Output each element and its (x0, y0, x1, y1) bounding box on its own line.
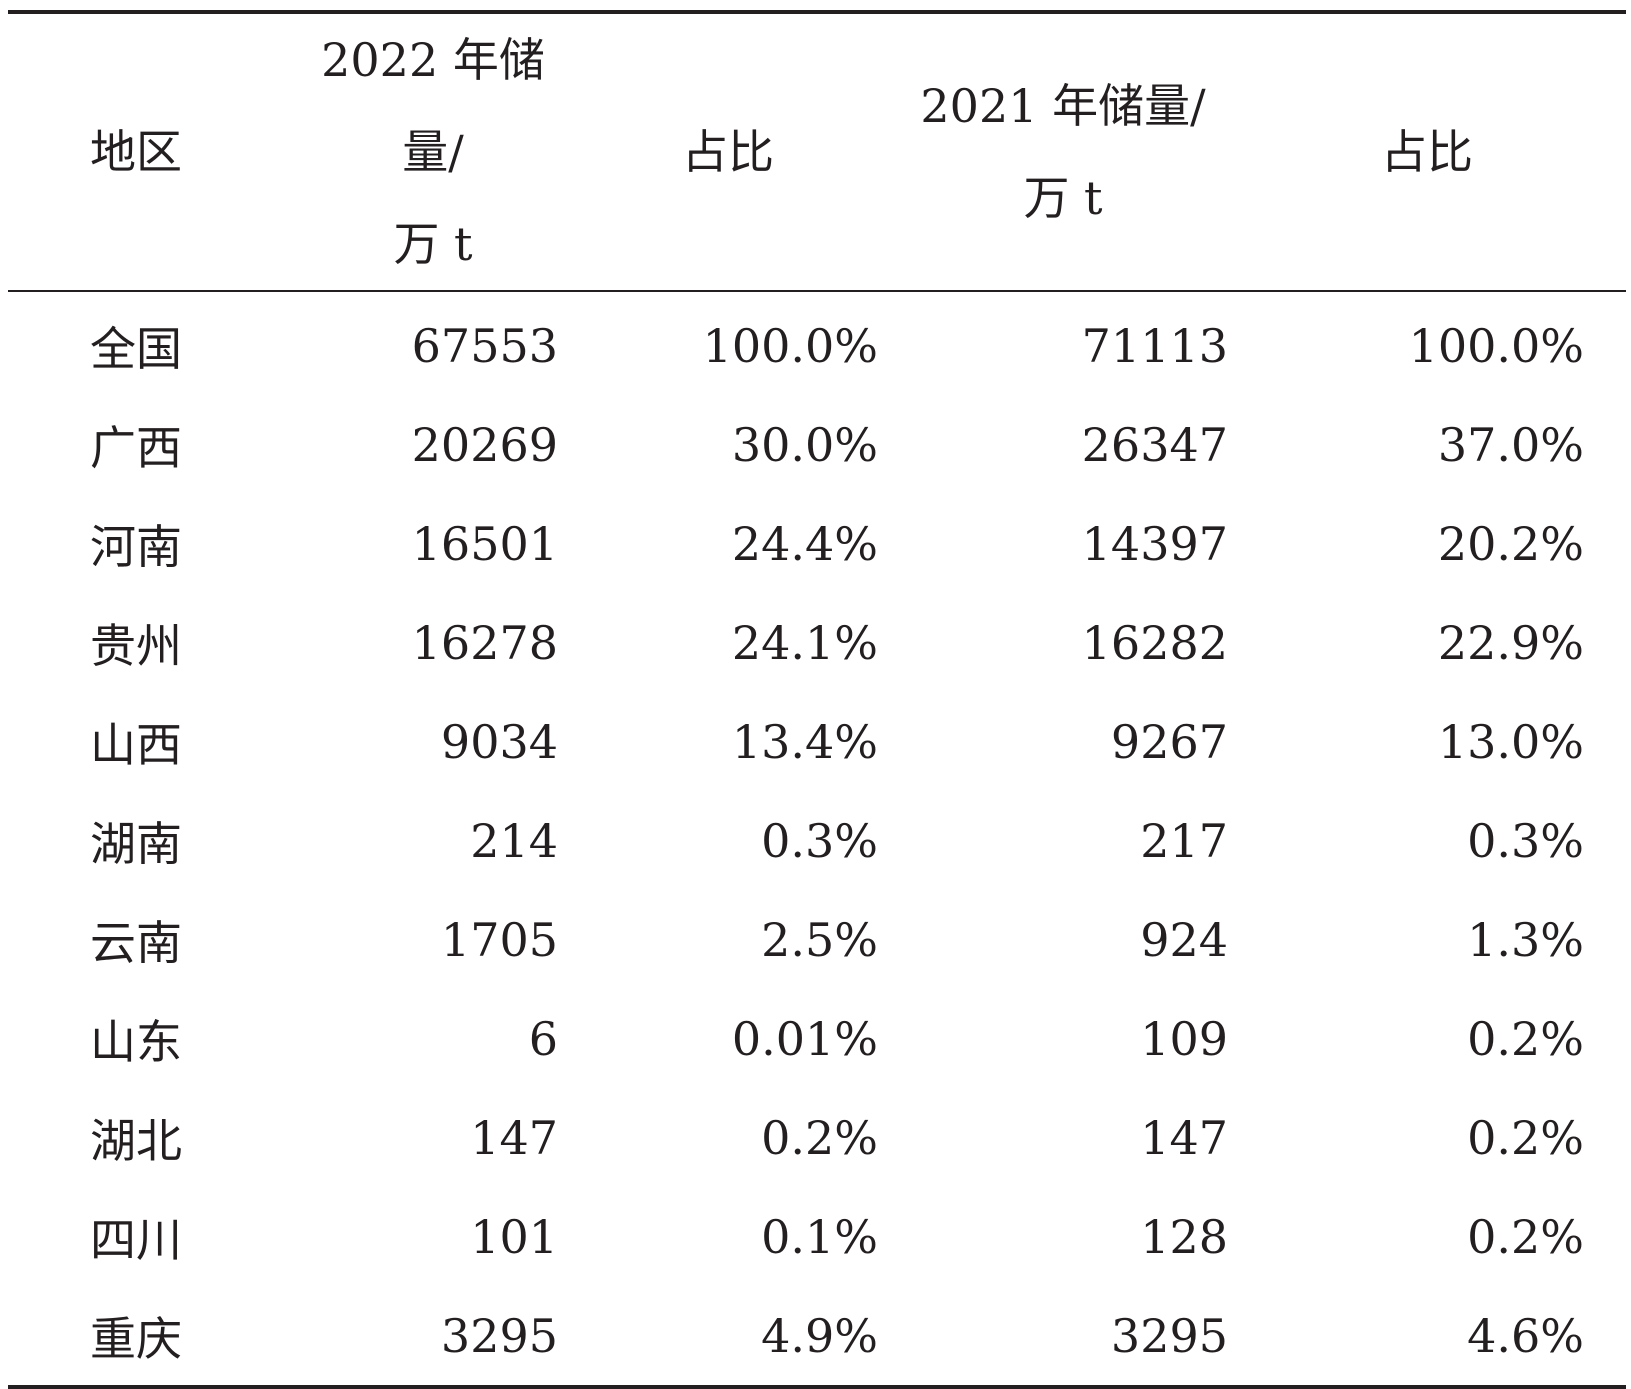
cell-reserve-2022: 6 (528, 1011, 558, 1066)
cell-region: 广西 (90, 420, 182, 475)
cell-region: 全国 (90, 321, 182, 376)
cell-share-2021: 0.2% (1467, 1209, 1584, 1264)
cell-share-2022: 0.01% (731, 1011, 878, 1066)
cell-share-2021: 0.3% (1467, 813, 1584, 868)
cell-share-2021: 100.0% (1408, 318, 1584, 373)
header-reserve-2022: 2022 年储量/ 万 t (308, 12, 558, 291)
cell-share-2022: 0.2% (761, 1110, 878, 1165)
cell-share-2021: 13.0% (1437, 714, 1584, 769)
cell-region: 四川 (90, 1212, 182, 1267)
cell-reserve-2021: 71113 (1081, 318, 1228, 373)
cell-reserve-2021: 217 (1140, 813, 1228, 868)
table-body: 全国 67553 100.0% 71113 100.0% 广西 20269 30.0% 2634… (8, 291, 1626, 1387)
cell-region: 贵州 (90, 618, 182, 673)
header-share-2021: 占比 (1381, 125, 1473, 179)
cell-reserve-2021: 9267 (1110, 714, 1228, 769)
cell-share-2022: 4.9% (761, 1308, 878, 1363)
cell-share-2021: 20.2% (1437, 516, 1584, 571)
table-row: 全国 67553 100.0% 71113 100.0% (8, 291, 1626, 395)
header-reserve-2022-line1: 2022 年储量/ (321, 33, 545, 179)
cell-reserve-2022: 3295 (440, 1308, 558, 1363)
table-row: 云南 1705 2.5% 924 1.3% (8, 890, 1626, 989)
header-reserve-2021-line1: 2021 年储量/ (920, 79, 1206, 133)
header-reserve-2022-unit: 万 t (393, 217, 473, 271)
cell-region: 湖北 (90, 1113, 182, 1168)
cell-region: 湖南 (90, 816, 182, 871)
reserves-by-region-table: 地区 2022 年储量/ 万 t 占比 2021 年储量/ 万 t 占比 全国 6… (8, 10, 1626, 1389)
cell-reserve-2022: 20269 (411, 417, 558, 472)
cell-share-2021: 1.3% (1467, 912, 1584, 967)
cell-share-2022: 24.1% (731, 615, 878, 670)
table-row: 山东 6 0.01% 109 0.2% (8, 989, 1626, 1088)
cell-region: 山西 (90, 717, 182, 772)
cell-share-2022: 13.4% (731, 714, 878, 769)
cell-region: 山东 (90, 1014, 182, 1069)
cell-reserve-2021: 3295 (1110, 1308, 1228, 1363)
cell-reserve-2022: 147 (470, 1110, 558, 1165)
cell-share-2022: 24.4% (731, 516, 878, 571)
header-reserve-2021-unit: 万 t (1023, 171, 1103, 225)
header-region: 地区 (90, 125, 182, 179)
cell-share-2021: 37.0% (1437, 417, 1584, 472)
table-row: 河南 16501 24.4% 14397 20.2% (8, 494, 1626, 593)
cell-share-2022: 30.0% (731, 417, 878, 472)
cell-reserve-2021: 128 (1140, 1209, 1228, 1264)
table-row: 重庆 3295 4.9% 3295 4.6% (8, 1286, 1626, 1387)
table-row: 湖南 214 0.3% 217 0.3% (8, 791, 1626, 890)
header-reserve-2021: 2021 年储量/ 万 t (898, 12, 1228, 291)
cell-reserve-2021: 26347 (1081, 417, 1228, 472)
cell-reserve-2022: 1705 (440, 912, 558, 967)
cell-reserve-2021: 16282 (1081, 615, 1228, 670)
cell-region: 云南 (90, 915, 182, 970)
cell-share-2021: 4.6% (1467, 1308, 1584, 1363)
header-share-2022: 占比 (682, 125, 774, 179)
cell-reserve-2021: 109 (1140, 1011, 1228, 1066)
cell-reserve-2022: 101 (470, 1209, 558, 1264)
table-row: 湖北 147 0.2% 147 0.2% (8, 1088, 1626, 1187)
table-row: 贵州 16278 24.1% 16282 22.9% (8, 593, 1626, 692)
cell-share-2021: 22.9% (1437, 615, 1584, 670)
table-header: 地区 2022 年储量/ 万 t 占比 2021 年储量/ 万 t 占比 (8, 12, 1626, 291)
header-row: 地区 2022 年储量/ 万 t 占比 2021 年储量/ 万 t 占比 (8, 12, 1626, 291)
table-row: 四川 101 0.1% 128 0.2% (8, 1187, 1626, 1286)
cell-reserve-2022: 16501 (411, 516, 558, 571)
cell-reserve-2022: 214 (470, 813, 558, 868)
cell-reserve-2021: 924 (1140, 912, 1228, 967)
cell-reserve-2021: 147 (1140, 1110, 1228, 1165)
cell-reserve-2022: 9034 (440, 714, 558, 769)
cell-share-2022: 0.3% (761, 813, 878, 868)
cell-share-2022: 100.0% (702, 318, 878, 373)
cell-reserve-2021: 14397 (1081, 516, 1228, 571)
cell-share-2022: 2.5% (761, 912, 878, 967)
cell-share-2021: 0.2% (1467, 1011, 1584, 1066)
reserves-table-container: 地区 2022 年储量/ 万 t 占比 2021 年储量/ 万 t 占比 全国 6… (8, 10, 1626, 1389)
table-row: 广西 20269 30.0% 26347 37.0% (8, 395, 1626, 494)
table-row: 山西 9034 13.4% 9267 13.0% (8, 692, 1626, 791)
cell-region: 重庆 (90, 1311, 182, 1366)
cell-region: 河南 (90, 519, 182, 574)
cell-reserve-2022: 16278 (411, 615, 558, 670)
cell-share-2022: 0.1% (761, 1209, 878, 1264)
cell-reserve-2022: 67553 (411, 318, 558, 373)
cell-share-2021: 0.2% (1467, 1110, 1584, 1165)
